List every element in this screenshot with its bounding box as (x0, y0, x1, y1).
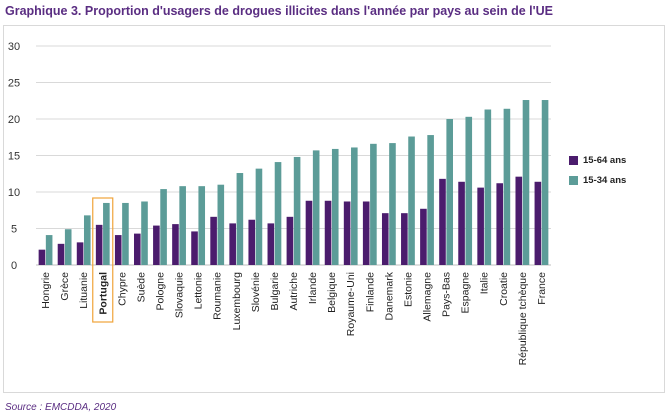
bar-15-34 (64, 229, 72, 265)
bar-15-64 (401, 213, 408, 265)
bar-15-34 (255, 168, 263, 265)
bar-15-64 (439, 178, 446, 265)
bar-15-34 (541, 100, 549, 266)
bar-15-64 (38, 249, 46, 265)
bar-15-34 (331, 148, 339, 265)
x-tick-label: Luxembourg (231, 272, 243, 331)
x-tick-label: Roumanie (212, 272, 224, 320)
x-tick-label: Italie (479, 272, 491, 294)
x-tick-label: Slovaquie (174, 272, 186, 318)
bar-15-64 (114, 235, 122, 265)
y-tick-label: 25 (8, 78, 20, 90)
bar-15-64 (229, 223, 236, 265)
bar-15-64 (324, 200, 332, 265)
highlight-box-portugal (92, 197, 114, 323)
bar-15-64 (477, 187, 484, 265)
y-tick-label: 15 (8, 151, 20, 163)
bar-15-64 (153, 225, 160, 265)
bar-15-64 (343, 201, 351, 265)
x-tick-label: Bulgarie (269, 272, 281, 311)
legend-item-15-64: 15-64 ans (569, 155, 626, 166)
bar-15-64 (381, 213, 389, 265)
bar-15-34 (503, 108, 511, 265)
bar-15-34 (522, 100, 530, 266)
bar-15-34 (293, 156, 301, 265)
bar-15-64 (496, 183, 504, 265)
legend-label-15-64: 15-64 ans (583, 155, 627, 166)
x-tick-label: Suède (135, 272, 147, 303)
y-tick-label: 20 (8, 114, 20, 126)
bar-15-64 (458, 181, 465, 265)
bar-15-64 (305, 200, 313, 265)
bar-15-34 (351, 147, 358, 265)
legend-swatch-15-64 (569, 156, 578, 165)
bar-15-34 (179, 186, 186, 265)
x-tick-label: Croatie (498, 272, 510, 306)
bar-15-34 (45, 235, 53, 265)
bar-15-34 (389, 143, 396, 265)
bar-15-34 (198, 186, 206, 265)
x-tick-label: République tchèque (517, 272, 529, 366)
bar-15-34 (83, 215, 91, 265)
legend-swatch-15-34 (569, 176, 578, 185)
x-tick-label: Belgique (326, 272, 338, 313)
bar-15-64 (286, 216, 294, 265)
bar-15-64 (95, 224, 103, 265)
x-tick-label: Lettonie (193, 272, 205, 310)
bar-15-34 (141, 201, 148, 265)
legend-item-15-34: 15-34 ans (569, 175, 626, 186)
bar-15-34 (446, 119, 453, 265)
bar-15-64 (134, 233, 141, 265)
bar-15-64 (191, 231, 198, 265)
x-tick-label: Chypre (116, 272, 128, 306)
legend-label-15-34: 15-34 ans (583, 175, 627, 186)
bar-15-64 (534, 181, 542, 265)
x-tick-label: Autriche (288, 272, 300, 311)
bar-15-34 (370, 143, 377, 265)
x-tick-label: Pologne (154, 272, 166, 311)
x-tick-label: Lituanie (78, 272, 90, 309)
bar-15-64 (248, 219, 256, 265)
bar-15-64 (210, 216, 217, 265)
y-tick-label: 30 (8, 41, 20, 53)
bar-15-34 (160, 189, 167, 265)
x-tick-label: Allemagne (422, 272, 434, 322)
chart-title: Graphique 3. Proportion d'usagers de dro… (5, 4, 553, 18)
x-tick-label: Royaume-Uni (345, 272, 357, 336)
bar-15-34 (274, 162, 282, 265)
bar-15-34 (236, 173, 244, 265)
bar-15-34 (103, 202, 110, 265)
bar-15-64 (172, 224, 179, 265)
x-tick-label: Estonie (402, 272, 414, 307)
bar-15-34 (484, 109, 492, 265)
bar-15-64 (267, 223, 275, 265)
bar-15-34 (122, 202, 129, 265)
x-tick-label: Grèce (59, 272, 71, 301)
y-tick-label: 10 (8, 187, 20, 199)
bar-15-34 (312, 150, 320, 265)
x-tick-label: Hongrie (40, 272, 52, 309)
bar-15-64 (76, 242, 84, 265)
bar-15-64 (57, 243, 65, 265)
x-tick-label: Portugal (97, 272, 109, 315)
bar-15-34 (408, 136, 415, 265)
source-note: Source : EMCDDA, 2020 (5, 402, 117, 413)
x-tick-label: Irlande (307, 272, 319, 304)
x-tick-label: Slovénie (250, 272, 262, 312)
bar-15-34 (465, 116, 473, 265)
bar-15-34 (217, 184, 225, 265)
x-tick-label: Espagne (460, 272, 472, 314)
bar-15-64 (515, 176, 523, 265)
x-tick-label: Danemark (383, 271, 395, 320)
x-tick-label: Finlande (364, 272, 376, 312)
bar-15-64 (362, 201, 370, 265)
bar-15-64 (420, 208, 427, 265)
bar-15-34 (427, 135, 434, 265)
y-tick-label: 0 (11, 260, 17, 272)
y-tick-label: 5 (11, 224, 17, 236)
x-tick-label: France (536, 272, 548, 305)
x-tick-label: Pays-Bas (441, 272, 453, 317)
